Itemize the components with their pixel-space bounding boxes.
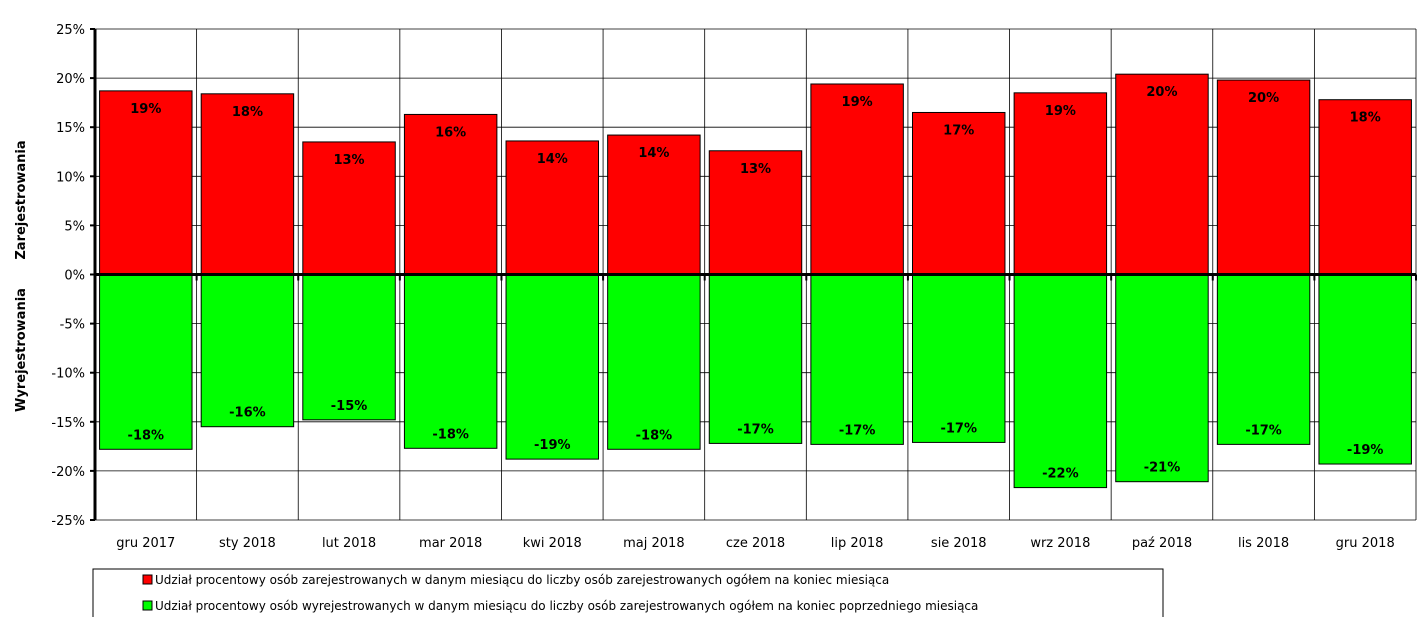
bar-registered (505, 140, 600, 275)
bar-registered (1013, 92, 1108, 275)
bar-registered (708, 150, 803, 276)
data-label-deregistered: -15% (331, 399, 368, 414)
data-label-registered: 13% (740, 162, 771, 177)
bar-registered (607, 134, 701, 275)
data-label-registered: 19% (842, 95, 873, 110)
data-label-registered: 20% (1146, 85, 1177, 100)
data-label-deregistered: -18% (432, 427, 469, 442)
y-tick-label: -20% (51, 465, 85, 480)
data-label-registered: 18% (232, 105, 263, 120)
data-labels: 19% 18% 13% 16% 14% 14% 13% 19% 17% 19% 20% 20% 18% -… (128, 85, 1384, 481)
bar-deregistered (708, 274, 803, 444)
x-category-label: paź 2018 (1132, 536, 1192, 551)
bar-registered (911, 111, 1006, 275)
axes (90, 28, 1417, 521)
bar-deregistered (607, 274, 701, 450)
bar-deregistered (1216, 274, 1311, 445)
bar-registered (99, 90, 193, 275)
bar-deregistered (99, 274, 193, 450)
y-tick-label: 15% (56, 121, 85, 136)
legend-swatch-deregistered (142, 600, 153, 611)
y-tick-label: -5% (60, 318, 85, 333)
y-tick-label: 10% (56, 170, 85, 185)
data-label-deregistered: -17% (839, 423, 876, 438)
bars (99, 73, 1412, 489)
data-label-deregistered: -18% (636, 428, 673, 443)
bar-deregistered (1318, 274, 1412, 465)
data-label-registered: 13% (333, 153, 364, 168)
bar-deregistered (1013, 274, 1108, 489)
data-label-registered: 20% (1248, 91, 1279, 106)
x-category-label: kwi 2018 (523, 536, 582, 551)
bar-deregistered (302, 274, 396, 421)
data-label-deregistered: -16% (229, 406, 266, 421)
data-label-deregistered: -22% (1042, 467, 1079, 482)
legend-label-registered: Udział procentowy osób zarejestrowanych … (155, 573, 889, 587)
x-category-label: lut 2018 (322, 536, 376, 551)
bar-deregistered (505, 274, 600, 460)
data-label-registered: 19% (130, 102, 161, 117)
data-label-deregistered: -18% (128, 428, 165, 443)
bar-deregistered (810, 274, 904, 445)
y-tick-label: 0% (64, 269, 85, 284)
data-label-deregistered: -21% (1144, 461, 1181, 476)
data-label-deregistered: -19% (534, 438, 571, 453)
y-tick-label: 5% (64, 219, 85, 234)
legend-box (92, 568, 1164, 617)
bar-registered (1115, 73, 1209, 275)
data-label-registered: 19% (1045, 104, 1076, 119)
data-label-registered: 14% (638, 146, 669, 161)
x-category-label: mar 2018 (419, 536, 482, 551)
data-label-deregistered: -17% (940, 421, 977, 436)
y-tick-label: 25% (56, 23, 85, 38)
legend-swatch-registered (142, 574, 153, 585)
y-tick-labels: 25% 20% 15% 10% 5% 0% -5% -10% -15% -20% -25% (51, 23, 85, 529)
y-tick-label: -10% (51, 367, 85, 382)
y-tick-label: -25% (51, 514, 85, 529)
bar-registered (1216, 79, 1311, 276)
y-axis-label-zarejestrowania: Zarejestrowania (14, 140, 29, 259)
x-category-labels: gru 2017 sty 2018 lut 2018 mar 2018 kwi 2018… (116, 536, 1394, 551)
data-label-registered: 14% (537, 152, 568, 167)
bar-registered (200, 93, 295, 275)
bar-deregistered (403, 274, 498, 449)
bar-deregistered (1115, 274, 1209, 483)
data-label-registered: 17% (943, 123, 974, 138)
data-label-deregistered: -17% (1245, 423, 1282, 438)
data-label-deregistered: -19% (1347, 443, 1384, 458)
x-category-label: gru 2018 (1336, 536, 1395, 551)
data-label-deregistered: -17% (737, 422, 774, 437)
x-category-label: lis 2018 (1238, 536, 1289, 551)
y-tick-label: 20% (56, 72, 85, 87)
x-category-label: wrz 2018 (1030, 536, 1090, 551)
data-label-registered: 16% (435, 125, 466, 140)
bar-registered (810, 83, 904, 275)
bar-deregistered (911, 274, 1006, 443)
x-category-label: sty 2018 (219, 536, 276, 551)
data-label-registered: 18% (1350, 111, 1381, 126)
y-axis-label-wyrejestrowania: Wyrejestrowania (14, 288, 29, 412)
x-category-label: lip 2018 (831, 536, 884, 551)
legend: Udział procentowy osób zarejestrowanych … (92, 568, 1164, 617)
bar-registered (302, 141, 396, 275)
x-category-label: cze 2018 (726, 536, 785, 551)
y-tick-label: -15% (51, 416, 85, 431)
bar-registered (403, 113, 498, 275)
x-category-label: maj 2018 (623, 536, 684, 551)
x-category-label: gru 2017 (116, 536, 175, 551)
x-category-label: sie 2018 (931, 536, 987, 551)
legend-label-deregistered: Udział procentowy osób wyrejestrowanych … (155, 599, 978, 613)
bar-registered (1318, 99, 1412, 276)
bar-deregistered (200, 274, 295, 428)
